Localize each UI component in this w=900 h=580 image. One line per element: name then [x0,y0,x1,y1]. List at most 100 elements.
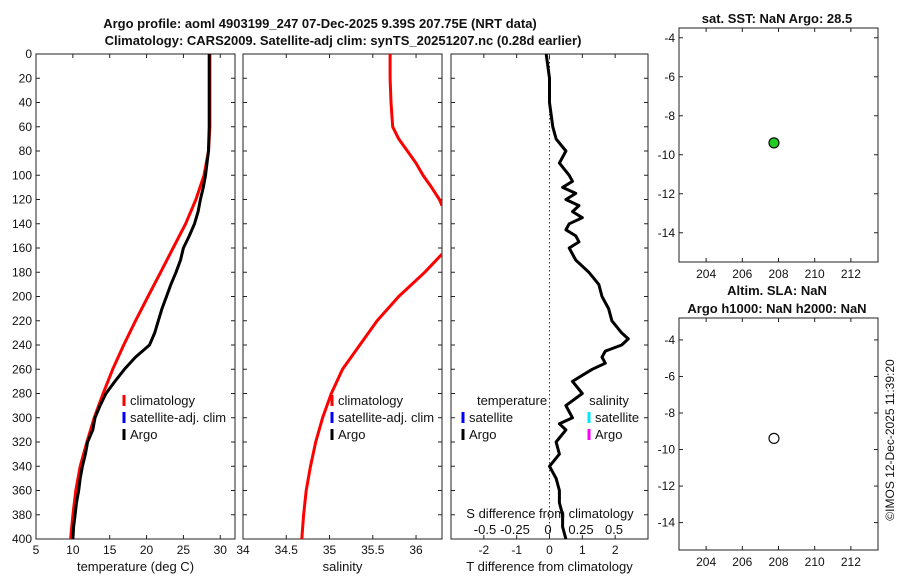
map-x-tick-label: 206 [732,267,752,281]
s-tick-label: -0.25 [500,522,530,537]
map-x-tick-label: 210 [805,555,825,569]
series-climatology-deep [300,253,442,539]
map-x-tick-label: 204 [696,555,716,569]
map-panel-1 [678,27,879,263]
profile-location-marker [768,432,780,444]
legend-label: Argo [130,427,157,442]
y-tick-label: 320 [12,435,32,449]
legend-label: climatology [338,393,404,408]
legend-title-salinity: salinity [589,393,629,408]
x-tick-label: 0 [546,543,553,557]
panel-temperature [35,53,236,540]
y-tick-label: 380 [12,508,32,522]
x-tick-label: -1 [511,543,522,557]
x-tick-label: 35.5 [361,543,385,557]
x-tick-label: 34.5 [275,543,299,557]
y-tick-label: 100 [12,168,32,182]
legend-label: satellite [595,410,639,425]
y-tick-label: 180 [12,265,32,279]
legend-label: satellite-adj. clim [130,410,226,425]
legend-title-temperature: temperature [477,393,547,408]
series-climatology [388,54,442,207]
y-tick-label: 340 [12,459,32,473]
x-tick-label: 5 [33,543,40,557]
panel-frame [35,53,236,540]
map-y-tick-label: -8 [664,406,675,420]
x-axis-label-salinity-diff: S difference from climatology [466,506,634,521]
map-panel-2 [678,317,879,551]
profile-location-marker [768,137,780,149]
map-y-tick-label: -6 [664,369,675,383]
sla-title-1: Altim. SLA: NaN [727,283,827,298]
x-tick-label: 25 [177,543,191,557]
y-tick-label: 400 [12,532,32,546]
map-y-tick-label: -10 [658,443,676,457]
series-Argo-T-diff [544,54,630,539]
x-tick-label: 35 [323,543,337,557]
map-x-tick-label: 208 [768,555,788,569]
s-tick-label: 0.5 [605,522,623,537]
x-tick-label: 10 [66,543,80,557]
series-Argo [71,54,211,539]
x-tick-label: 2 [612,543,619,557]
y-tick-label: 260 [12,362,32,376]
map-y-tick-label: -4 [664,333,675,347]
y-tick-label: 140 [12,217,32,231]
s-tick-label: 0.25 [568,522,593,537]
map-x-tick-label: 210 [805,267,825,281]
y-tick-label: 220 [12,314,32,328]
sst-title: sat. SST: NaN Argo: 28.5 [702,11,853,26]
map-y-tick-label: -14 [658,516,676,530]
map-y-tick-label: -10 [658,148,676,162]
legend-label: climatology [130,393,196,408]
legend-label: Argo [595,427,622,442]
y-tick-label: 0 [25,47,32,61]
y-tick-label: 200 [12,290,32,304]
s-tick-label: 0 [544,522,551,537]
title-line2: Climatology: CARS2009. Satellite-adj cli… [105,33,582,48]
y-tick-label: 240 [12,338,32,352]
y-tick-label: 60 [19,120,33,134]
x-tick-label: -2 [478,543,489,557]
x-tick-label: 30 [214,543,228,557]
panel-salinity [242,53,443,540]
legend-label: Argo [338,427,365,442]
legend-label: Argo [469,427,496,442]
x-tick-label: 36 [409,543,423,557]
map-y-tick-label: -12 [658,187,676,201]
y-tick-label: 280 [12,387,32,401]
sla-title-2: Argo h1000: NaN h2000: NaN [687,301,866,316]
map-x-tick-label: 212 [841,267,861,281]
map-y-tick-label: -8 [664,109,675,123]
legend-label: satellite-adj. clim [338,410,434,425]
y-tick-label: 40 [19,96,33,110]
y-tick-label: 20 [19,71,33,85]
y-tick-label: 160 [12,241,32,255]
x-tick-label: 34 [236,543,250,557]
map-frame [678,317,879,551]
x-axis-label: temperature (deg C) [77,559,194,574]
map-y-tick-label: -12 [658,479,676,493]
y-tick-label: 80 [19,144,33,158]
y-tick-label: 300 [12,411,32,425]
s-tick-label: -0.5 [474,522,496,537]
footer-timestamp: ©IMOS 12-Dec-2025 11:39:20 [883,359,897,521]
map-y-tick-label: -6 [664,70,675,84]
series-climatology [69,54,212,539]
map-y-tick-label: -4 [664,31,675,45]
title-line1: Argo profile: aoml 4903199_247 07-Dec-20… [103,16,537,31]
x-tick-label: 1 [579,543,586,557]
panel-T-difference [450,53,649,540]
map-x-tick-label: 208 [768,267,788,281]
x-axis-label: salinity [323,559,363,574]
map-x-tick-label: 206 [732,555,752,569]
map-y-tick-label: -14 [658,226,676,240]
panel-frame [242,53,443,540]
y-tick-label: 120 [12,193,32,207]
x-tick-label: 15 [103,543,117,557]
x-axis-label: T difference from climatology [466,559,633,574]
y-tick-label: 360 [12,484,32,498]
map-x-tick-label: 212 [841,555,861,569]
map-x-tick-label: 204 [696,267,716,281]
